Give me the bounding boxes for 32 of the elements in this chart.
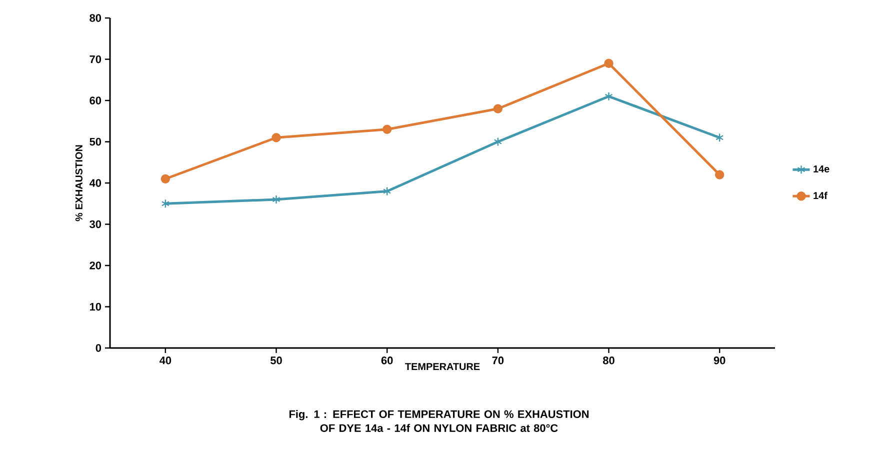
point — [161, 199, 170, 208]
point — [604, 92, 613, 101]
y-tick-label: 50 — [90, 138, 102, 146]
y-tick-label: 10 — [90, 302, 102, 311]
x-axis-title: TEMPERATURE — [405, 363, 480, 370]
legend-label: 14f — [814, 192, 828, 200]
y-tick-label: 60 — [90, 96, 102, 104]
point — [383, 186, 392, 196]
point — [272, 194, 280, 204]
x-tick-label: 40 — [160, 356, 172, 364]
caption: Fig. 1 : EFFECT OF TEMPERATURE ON % EXHAUSTION OF DYE 14a - 14f ON NYLON FABRIC at 80°C — [289, 410, 589, 432]
point — [494, 137, 502, 146]
point — [714, 170, 724, 180]
x-tick-label: 70 — [492, 356, 504, 364]
point — [160, 174, 170, 184]
x-tick-label: 80 — [603, 356, 614, 364]
point — [604, 58, 614, 68]
legend-label: 14e — [814, 165, 830, 172]
point — [382, 124, 392, 134]
x-tick-label: 60 — [381, 356, 393, 364]
y-tick-label: 20 — [90, 262, 102, 270]
y-tick-label: 80 — [90, 14, 102, 22]
y-tick-label: 0 — [96, 344, 102, 352]
y-tick-label: 40 — [89, 179, 102, 187]
y-tick-label: 30 — [90, 220, 102, 228]
point — [272, 133, 281, 142]
x-tick-label: 90 — [714, 356, 726, 364]
y-axis-title: % EXHAUSTION — [75, 145, 82, 222]
point — [493, 104, 503, 114]
point — [716, 133, 724, 142]
x-tick-label: 50 — [270, 356, 282, 364]
y-tick-label: 70 — [90, 55, 102, 64]
